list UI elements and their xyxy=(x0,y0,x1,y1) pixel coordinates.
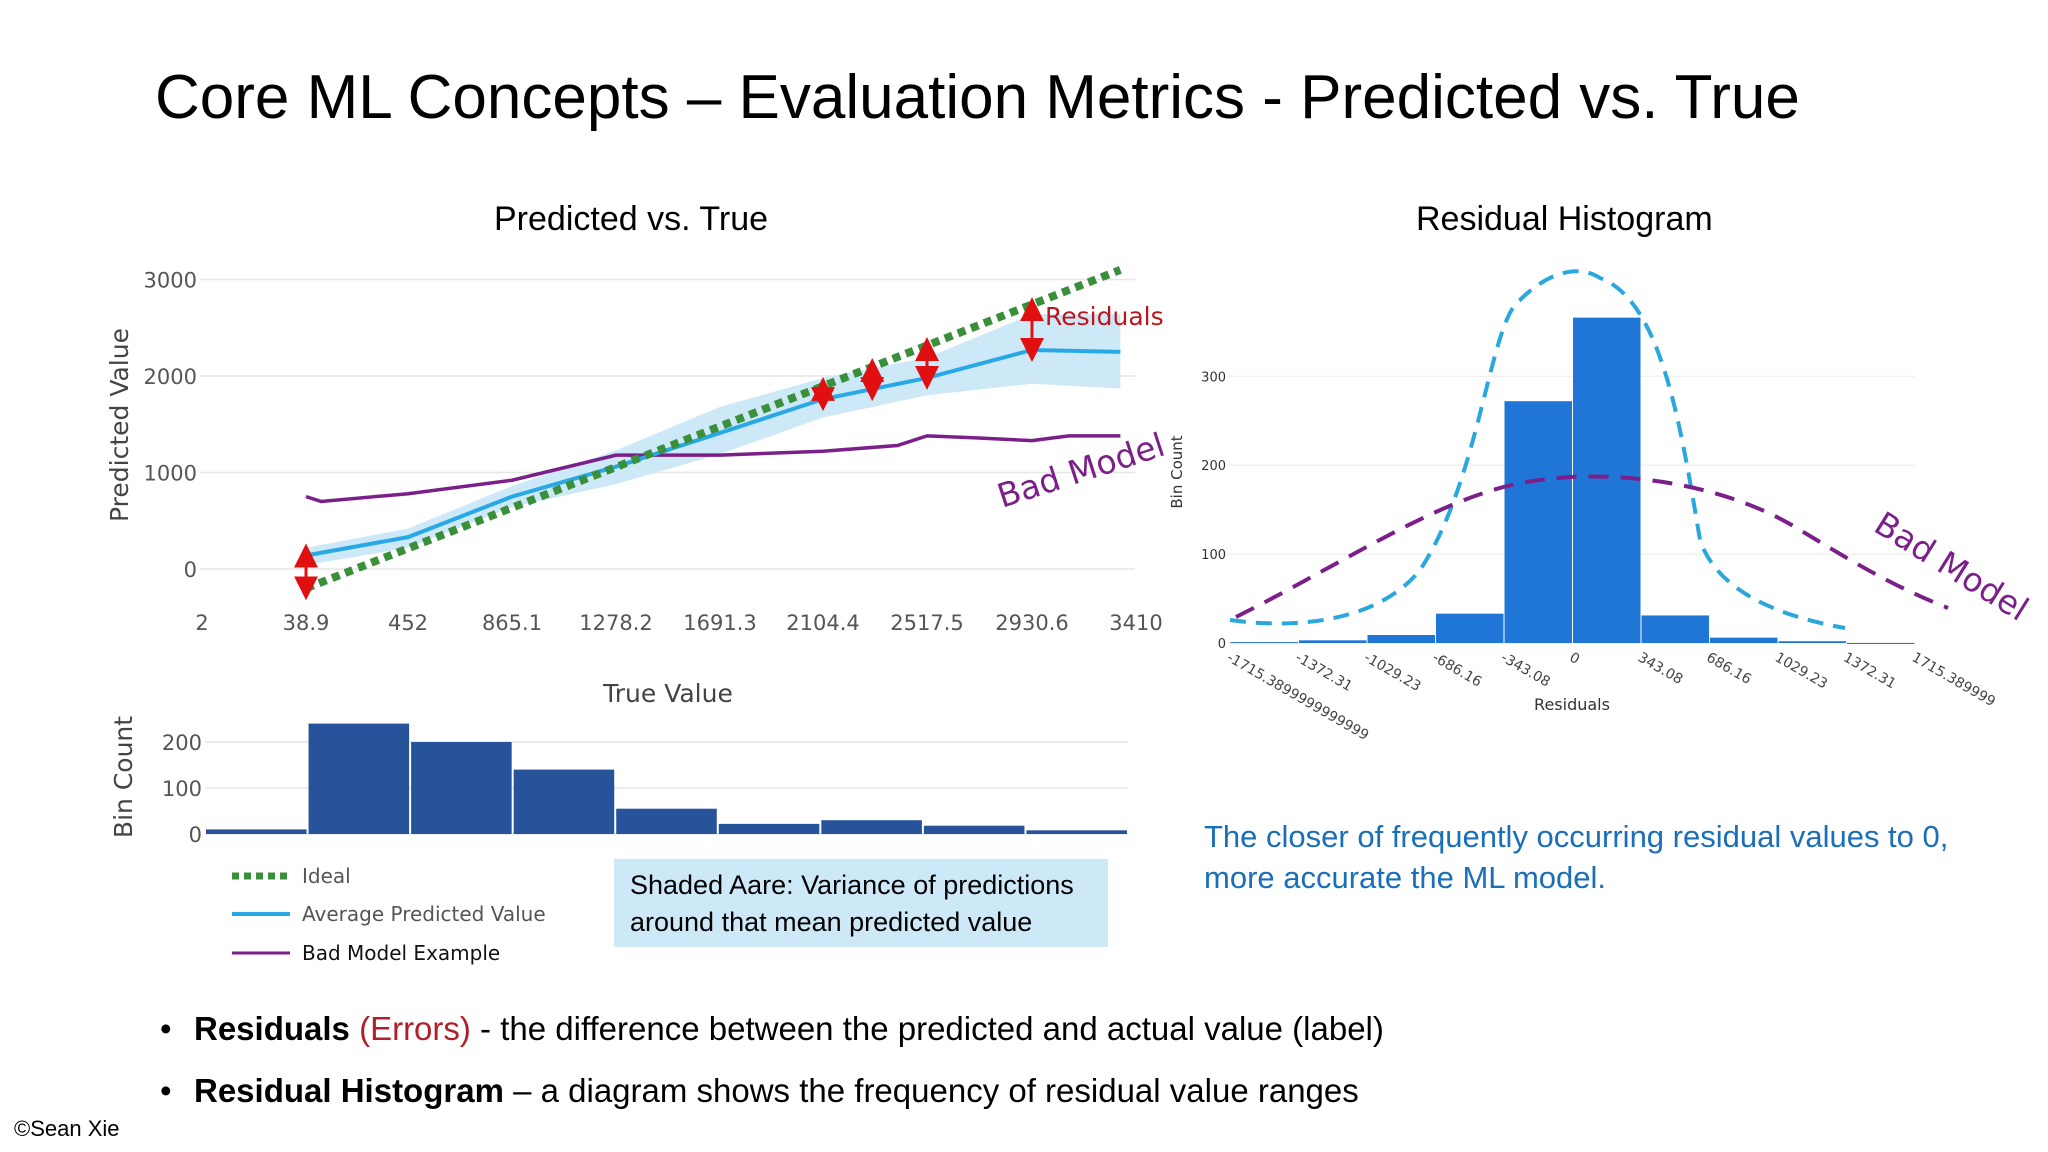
y-tick-label: 1000 xyxy=(144,462,197,486)
bullet-red: (Errors) xyxy=(349,1010,471,1047)
x-tick-label: -1029.23 xyxy=(1361,650,1424,695)
y-tick-label: 3000 xyxy=(144,269,197,293)
true-value-histogram: 0 100 200 Bin Count xyxy=(109,716,1128,847)
legend-label: Bad Model Example xyxy=(302,941,500,965)
x-tick-label: 686.16 xyxy=(1704,650,1755,688)
x-tick-label: 2 xyxy=(195,611,208,635)
x-tick-label: -1372.31 xyxy=(1293,650,1356,695)
residuals-annotation: Residuals xyxy=(1045,302,1164,331)
average-predicted-line xyxy=(305,347,1121,558)
histogram-bar xyxy=(616,808,717,834)
credit: ©Sean Xie xyxy=(14,1116,120,1141)
legend: Ideal Average Predicted Value Bad Model Ex… xyxy=(232,864,546,965)
histogram-bar xyxy=(1573,317,1641,643)
bullet-bold: Residuals xyxy=(194,1010,350,1047)
good-model-curve xyxy=(1229,269,1846,630)
x-tick-label: 2517.5 xyxy=(890,611,963,635)
x-tick-label: 1372.31 xyxy=(1841,650,1899,693)
histogram-bar xyxy=(308,723,410,834)
x-tick-label: 452 xyxy=(388,611,428,635)
histogram-bar xyxy=(411,742,512,834)
histogram-bar xyxy=(1710,637,1778,643)
x-axis-label: Residuals xyxy=(1534,695,1610,714)
bad-model-annotation-right: Bad Model xyxy=(1868,504,2036,629)
histogram-bar xyxy=(1230,642,1298,644)
histogram-bar xyxy=(821,820,922,834)
bullet-residual-histogram: • Residual Histogram – a diagram shows th… xyxy=(160,1072,1359,1109)
legend-label: Ideal xyxy=(302,864,351,888)
histogram-bar xyxy=(1299,640,1367,643)
histogram-bar xyxy=(1847,643,1915,644)
shaded-area-note: Shaded Aare: Variance of predictions aro… xyxy=(614,859,1108,947)
legend-label: Average Predicted Value xyxy=(302,902,546,926)
x-tick-label: 2104.4 xyxy=(786,611,859,635)
y-tick-label: 2000 xyxy=(144,365,197,389)
x-tick-label: 0 xyxy=(1567,650,1583,668)
y-tick-label: 200 xyxy=(1201,459,1226,474)
y-axis-label: Bin Count xyxy=(1168,435,1186,508)
bullet-text: - the difference between the predicted a… xyxy=(470,1010,1384,1047)
histogram-bar xyxy=(1436,613,1504,643)
explanation-text: The closer of frequently occurring resid… xyxy=(1204,819,1949,895)
left-chart-title: Predicted vs. True xyxy=(494,200,769,238)
histogram-bar xyxy=(1778,641,1846,643)
x-tick-label: 343.08 xyxy=(1635,650,1685,688)
y-tick-label: 0 xyxy=(1218,637,1226,652)
x-tick-label: 1691.3 xyxy=(683,611,756,635)
y-tick-label: 0 xyxy=(189,823,202,847)
y-axis-label: Bin Count xyxy=(109,716,138,838)
histogram-bar xyxy=(923,825,1025,834)
histogram-bar xyxy=(1504,401,1572,643)
x-tick-label: 1715.389999 xyxy=(1909,650,1998,711)
histogram-bar xyxy=(513,769,615,834)
bullet-text: – a diagram shows the frequency of resid… xyxy=(503,1072,1359,1109)
ideal-line xyxy=(304,266,1122,593)
x-tick-label: 3410 xyxy=(1109,611,1162,635)
histogram-bar xyxy=(1026,830,1127,834)
x-axis-label: True Value xyxy=(602,679,733,708)
predicted-vs-true-chart: 0 1000 2000 3000 2 38.9 452 865.1 1278.2 1691.3 21… xyxy=(105,266,1163,708)
slide-title: Core ML Concepts – Evaluation Metrics - … xyxy=(155,63,1800,132)
histogram-bar xyxy=(206,829,307,834)
y-tick-label: 100 xyxy=(1201,548,1226,563)
y-tick-label: 200 xyxy=(162,731,202,755)
x-tick-label: 865.1 xyxy=(482,611,542,635)
y-tick-label: 0 xyxy=(184,558,197,582)
x-tick-label: -686.16 xyxy=(1430,650,1485,691)
bullet-residuals: • Residuals (Errors) - the difference bet… xyxy=(160,1010,1384,1047)
x-tick-label: 1029.23 xyxy=(1772,650,1830,693)
histogram-bar xyxy=(1367,634,1435,643)
x-tick-label: 1278.2 xyxy=(579,611,652,635)
y-axis-label: Predicted Value xyxy=(105,328,134,522)
y-tick-label: 300 xyxy=(1201,370,1226,385)
y-tick-label: 100 xyxy=(162,777,202,801)
histogram-bar xyxy=(1641,615,1709,643)
x-tick-label: -343.08 xyxy=(1498,650,1553,691)
x-tick-label: 2930.6 xyxy=(995,611,1068,635)
bad-model-line xyxy=(305,434,1121,504)
histogram-bar xyxy=(718,823,820,834)
bullet-bold: Residual Histogram xyxy=(194,1072,504,1109)
right-chart-title: Residual Histogram xyxy=(1416,200,1713,238)
x-tick-label: 38.9 xyxy=(283,611,330,635)
